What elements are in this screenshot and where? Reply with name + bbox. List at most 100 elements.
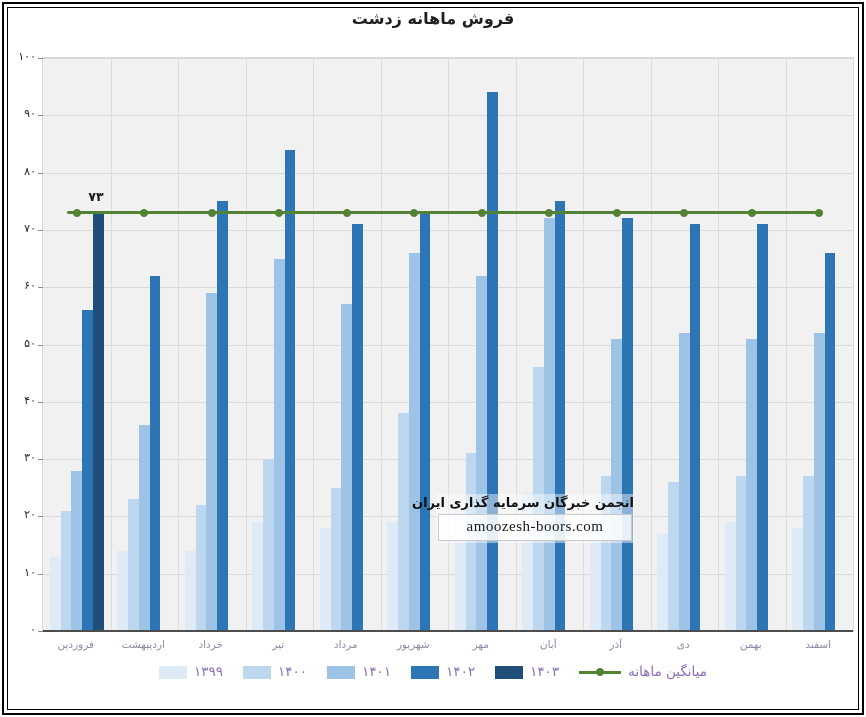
legend-swatch-icon [495,665,524,679]
category-gridline [650,58,652,631]
x-axis-label-11: بهمن [739,639,762,651]
bar-۱۴۰۰-خرداد [195,504,207,631]
axis-tick [38,229,43,231]
y-axis-tick-label: ۰ [30,623,36,636]
bar-۱۴۰۱-اردیبهشت [138,424,150,631]
bar-۱۳۹۹-شهریور [387,522,399,631]
bar-۱۳۹۹-دی [657,533,669,631]
bar-۱۳۹۹-اردیبهشت [117,550,129,631]
bar-۱۴۰۱-دی [678,333,690,631]
average-line-dot [275,208,284,217]
category-gridline [583,58,584,631]
bar-۱۴۰۱-تیر [273,258,285,631]
x-axis-label-5: مرداد [333,639,358,651]
legend-label: ۱۴۰۱ [362,664,392,680]
y-axis-tick-label: ۹۰ [24,107,36,121]
legend-item-series-2: ۱۴۰۰ [243,664,307,680]
watermark: انجمن خبرگان سرمایه گذاری ایران amoozesh… [412,494,634,543]
average-line-dot [140,208,149,217]
bar-۱۴۰۰-اسفند [803,476,814,631]
axis-tick [38,115,43,117]
legend-swatch-icon [159,665,188,679]
bar-۱۴۰۲-تیر [284,149,296,631]
bar-۱۴۰۲-شهریور [419,212,431,631]
legend-item-series-4: ۱۴۰۲ [411,664,475,680]
y-axis-tick-label: ۱۰ [24,565,36,579]
bar-۱۳۹۹-خرداد [184,550,196,631]
legend-label: ۱۴۰۳ [530,664,560,680]
chart-title: فروش ماهانه زدشت [351,9,515,28]
axis-tick [38,401,43,403]
bar-۱۴۰۱-فروردین [71,470,83,631]
bar-۱۳۹۹-بهمن [724,522,736,631]
y-axis-tick-label: ۶۰ [24,279,36,293]
bar-۱۴۰۰-دی [668,482,679,631]
plot-area: ۷۳ [38,57,854,632]
axis-tick [38,344,43,346]
bar-۱۴۰۲-اردیبهشت [149,275,161,631]
axis-tick [38,573,43,575]
average-line-dot [747,208,756,217]
average-line-dot [612,208,621,217]
bar-۱۴۰۱-شهریور [408,252,420,631]
x-axis-label-9: آذر [609,639,623,651]
bar-۱۳۹۹-اسفند [792,527,804,631]
average-line-dot [207,208,216,217]
average-line-dot [815,208,824,217]
category-gridline [718,58,719,631]
axis-tick [38,631,43,632]
bar-۱۴۰۰-آبان [533,367,544,631]
bar-۱۴۰۰-تیر [263,459,274,631]
bar-۱۳۹۹-مهر [454,510,466,631]
y-axis-tick-label: ۱۰۰ [18,50,36,63]
bar-۱۴۰۰-مرداد [330,487,342,631]
axis-tick [38,58,43,59]
category-gridline [448,58,449,631]
x-axis-label-10: دی [676,639,690,651]
bar-۱۴۰۲-دی [689,224,701,631]
category-gridline [515,58,517,631]
y-axis-tick-label: ۳۰ [24,451,36,465]
legend-swatch-icon [243,665,272,679]
bar-۱۴۰۱-بهمن [746,338,758,631]
bar-۱۴۰۰-مهر [465,453,477,631]
legend-item-average: میانگین ماهانه [579,664,707,680]
bar-۱۳۹۹-فروردین [49,556,61,631]
bar-۱۴۰۱-مرداد [341,304,353,631]
average-line [67,211,823,215]
bar-۱۴۰۰-شهریور [398,413,409,631]
average-line-dot [477,208,486,217]
average-line-dot [410,208,419,217]
legend-label: ۱۴۰۰ [278,664,308,680]
bar-۱۴۰۰-اردیبهشت [128,499,139,631]
average-line-dot [680,208,689,217]
bar-۱۴۰۲-اسفند [824,252,836,631]
average-value-annotation: ۷۳ [88,188,104,204]
legend-label: ۱۳۹۹ [194,664,224,680]
bar-۱۳۹۹-آذر [589,516,601,631]
watermark-association-text: انجمن خبرگان سرمایه گذاری ایران [412,496,634,511]
bar-۱۴۰۲-خرداد [217,201,228,631]
watermark-url-box: amoozesh-boors.com [438,514,632,541]
bar-۱۳۹۹-مرداد [319,527,331,631]
bar-۱۴۰۱-آبان [543,218,555,631]
average-line-dot [72,208,81,217]
x-axis-label-8: آبان [539,639,557,651]
category-gridline [785,58,787,631]
bar-۱۴۰۲-بهمن [757,224,768,631]
bar-۱۴۰۱-مهر [476,275,488,631]
bar-۱۴۰۱-اسفند [813,333,825,631]
legend-item-series-3: ۱۴۰۱ [327,664,391,680]
y-axis-tick-label: ۲۰ [24,508,36,522]
bar-۱۴۰۱-آذر [611,338,623,631]
category-gridline [380,58,382,631]
category-gridline [245,58,247,631]
y-axis-tick-label: ۸۰ [24,164,36,178]
category-gridline [313,58,314,631]
legend-label: میانگین ماهانه [628,664,707,680]
bar-۱۴۰۲-مرداد [352,224,363,631]
legend-item-series-5: ۱۴۰۳ [495,664,559,680]
average-line-dot [342,208,351,217]
bar-۱۳۹۹-آبان [522,493,534,631]
axis-tick [38,287,43,289]
